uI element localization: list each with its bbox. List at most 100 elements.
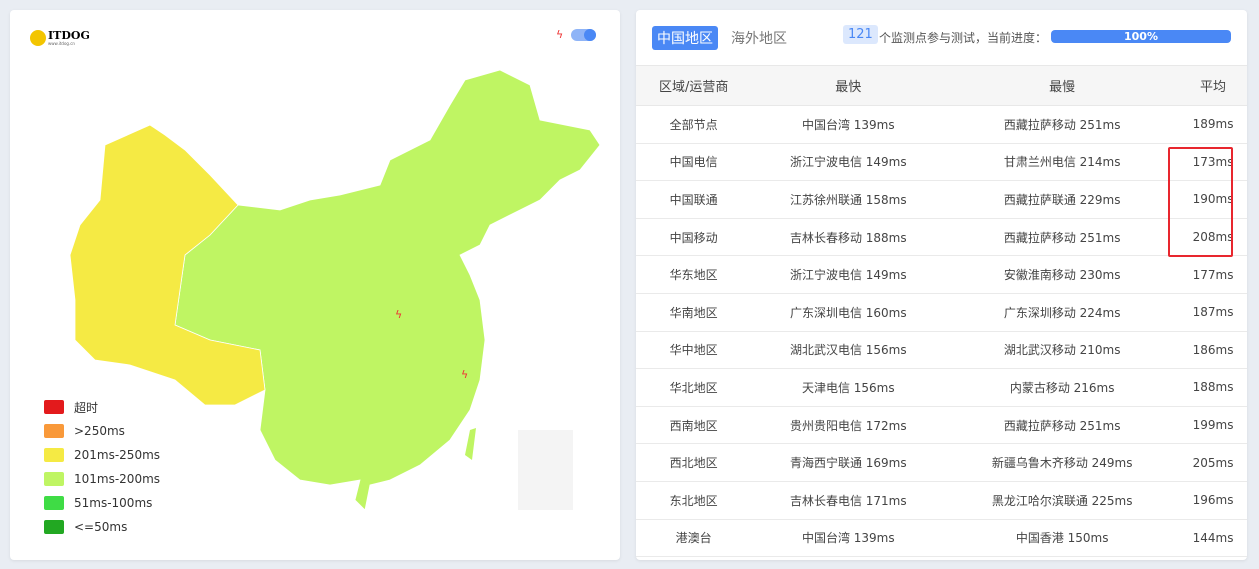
table-cell: 西北地区 [636,443,752,482]
table-cell: 广东深圳电信 160ms [751,293,946,332]
table-row: 港澳台 中国台湾 139ms 中国香港 150ms 144ms [636,519,1247,558]
tab-china[interactable]: 中国地区 [652,26,718,50]
dog-icon [30,30,46,46]
table-cell: 中国移动 [636,218,752,257]
logo-sub: www.itdog.cn [48,41,75,46]
table-cell: 天津电信 156ms [751,368,946,407]
table-row: 中国联通 江苏徐州联通 158ms 西藏拉萨联通 229ms 190ms [636,180,1247,219]
legend-swatch [44,448,64,462]
table-cell: 广东深圳移动 224ms [945,293,1180,332]
table-row: 西北地区 青海西宁联通 169ms 新疆乌鲁木齐移动 249ms 205ms [636,443,1247,482]
map-panel: ITDOG www.itdog.cn ϟ ϟ ϟ 超时 >250ms 201ms-25… [10,10,620,560]
map-legend: 超时 >250ms 201ms-250ms 101ms-200ms 51ms-100ms… [44,395,160,539]
column-header: 区域/运营商 [636,65,752,106]
table-row: 全部节点 中国台湾 139ms 西藏拉萨移动 251ms 189ms [636,105,1247,144]
table-cell: 中国香港 150ms [945,519,1180,558]
table-cell: 187ms [1179,293,1247,332]
progress-label: 个监测点参与测试，当前进度： [879,31,1048,45]
table-cell: 208ms [1179,218,1247,257]
table-cell: 华东地区 [636,255,752,294]
lightning-marker-icon: ϟ [395,308,403,321]
table-cell: 华南地区 [636,293,752,332]
table-row: 华东地区 浙江宁波电信 149ms 安徽淮南移动 230ms 177ms [636,255,1247,294]
table-cell: 西南地区 [636,406,752,445]
table-cell: 吉林长春移动 188ms [751,218,946,257]
legend-label: 101ms-200ms [74,472,161,486]
table-cell: 黑龙江哈尔滨联通 225ms [945,481,1180,520]
table-cell: 贵州贵阳电信 172ms [751,406,946,445]
column-header: 最慢 [945,65,1180,106]
table-cell: 196ms [1179,481,1247,520]
table-cell: 西藏拉萨移动 251ms [945,105,1180,144]
legend-item[interactable]: <=50ms [44,515,160,539]
table-cell: 全部节点 [636,105,752,144]
tab-overseas[interactable]: 海外地区 [731,31,787,47]
highlight-box [1168,147,1233,257]
table-cell: 中国台湾 139ms [751,105,946,144]
legend-label: 51ms-100ms [74,496,153,510]
legend-item[interactable]: >250ms [44,419,160,443]
south-china-sea-inset [518,430,573,510]
table-cell: 西藏拉萨移动 251ms [945,406,1180,445]
legend-swatch [44,400,64,414]
table-cell: 吉林长春电信 171ms [751,481,946,520]
map-region-green[interactable] [174,69,601,511]
legend-item[interactable]: 51ms-100ms [44,491,160,515]
legend-label: 201ms-250ms [74,448,161,462]
table-cell: 186ms [1179,331,1247,370]
lightning-toggle[interactable] [571,29,596,41]
map-region-yellow[interactable] [69,124,266,406]
node-count-badge: 121 [843,25,878,44]
table-cell: 湖北武汉电信 156ms [751,331,946,370]
table-row: 东北地区 吉林长春电信 171ms 黑龙江哈尔滨联通 225ms 196ms [636,481,1247,520]
results-panel: 中国地区 海外地区 121 个监测点参与测试，当前进度： 100% 区域/运营商… [636,10,1247,560]
map-taiwan[interactable] [465,428,476,460]
table-cell: 205ms [1179,443,1247,482]
table-cell: 安徽淮南移动 230ms [945,255,1180,294]
table-cell: 中国电信 [636,143,752,182]
legend-label: >250ms [74,424,125,438]
table-cell: 内蒙古移动 216ms [945,368,1180,407]
lightning-marker-icon: ϟ [461,368,469,381]
legend-item[interactable]: 101ms-200ms [44,467,160,491]
legend-item[interactable]: 201ms-250ms [44,443,160,467]
column-header: 平均 [1179,65,1247,106]
table-cell: 新疆乌鲁木齐移动 249ms [945,443,1180,482]
table-cell: 190ms [1179,180,1247,219]
itdog-logo: ITDOG www.itdog.cn [30,30,90,46]
results-table: 区域/运营商 最快 最慢 平均 全部节点 中国台湾 139ms 西藏拉萨移动 251ms 1… [636,65,1247,558]
table-row: 西南地区 贵州贵阳电信 172ms 西藏拉萨移动 251ms 199ms [636,406,1247,445]
table-row: 华北地区 天津电信 156ms 内蒙古移动 216ms 188ms [636,368,1247,407]
table-cell: 甘肃兰州电信 214ms [945,143,1180,182]
legend-label: 超时 [74,400,99,415]
column-header: 最快 [751,65,946,106]
table-cell: 东北地区 [636,481,752,520]
table-cell: 中国联通 [636,180,752,219]
table-cell: 173ms [1179,143,1247,182]
table-cell: 港澳台 [636,519,752,558]
table-row: 华中地区 湖北武汉电信 156ms 湖北武汉移动 210ms 186ms [636,331,1247,370]
table-row: 中国电信 浙江宁波电信 149ms 甘肃兰州电信 214ms 173ms [636,143,1247,182]
table-cell: 中国台湾 139ms [751,519,946,558]
table-cell: 华北地区 [636,368,752,407]
table-cell: 177ms [1179,255,1247,294]
legend-swatch [44,520,64,534]
table-cell: 浙江宁波电信 149ms [751,143,946,182]
table-cell: 青海西宁联通 169ms [751,443,946,482]
table-cell: 华中地区 [636,331,752,370]
legend-item[interactable]: 超时 [44,395,160,419]
logo-text: ITDOG [48,29,90,42]
legend-swatch [44,496,64,510]
table-cell: 西藏拉萨移动 251ms [945,218,1180,257]
legend-label: <=50ms [74,520,128,534]
lightning-icon: ϟ [556,28,564,41]
table-cell: 144ms [1179,519,1247,558]
table-cell: 湖北武汉移动 210ms [945,331,1180,370]
table-cell: 189ms [1179,105,1247,144]
legend-swatch [44,472,64,486]
table-cell: 江苏徐州联通 158ms [751,180,946,219]
table-cell: 西藏拉萨联通 229ms [945,180,1180,219]
table-cell: 199ms [1179,406,1247,445]
legend-swatch [44,424,64,438]
table-cell: 188ms [1179,368,1247,407]
